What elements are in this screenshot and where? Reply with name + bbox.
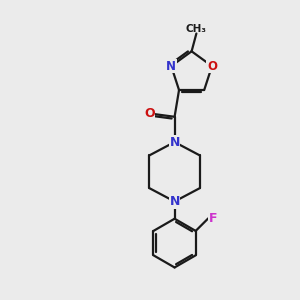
Text: O: O — [144, 107, 154, 120]
Text: N: N — [169, 195, 180, 208]
Text: N: N — [169, 136, 180, 148]
Text: N: N — [166, 60, 176, 73]
Text: CH₃: CH₃ — [186, 23, 207, 34]
Text: O: O — [207, 60, 217, 73]
Text: F: F — [208, 212, 217, 225]
